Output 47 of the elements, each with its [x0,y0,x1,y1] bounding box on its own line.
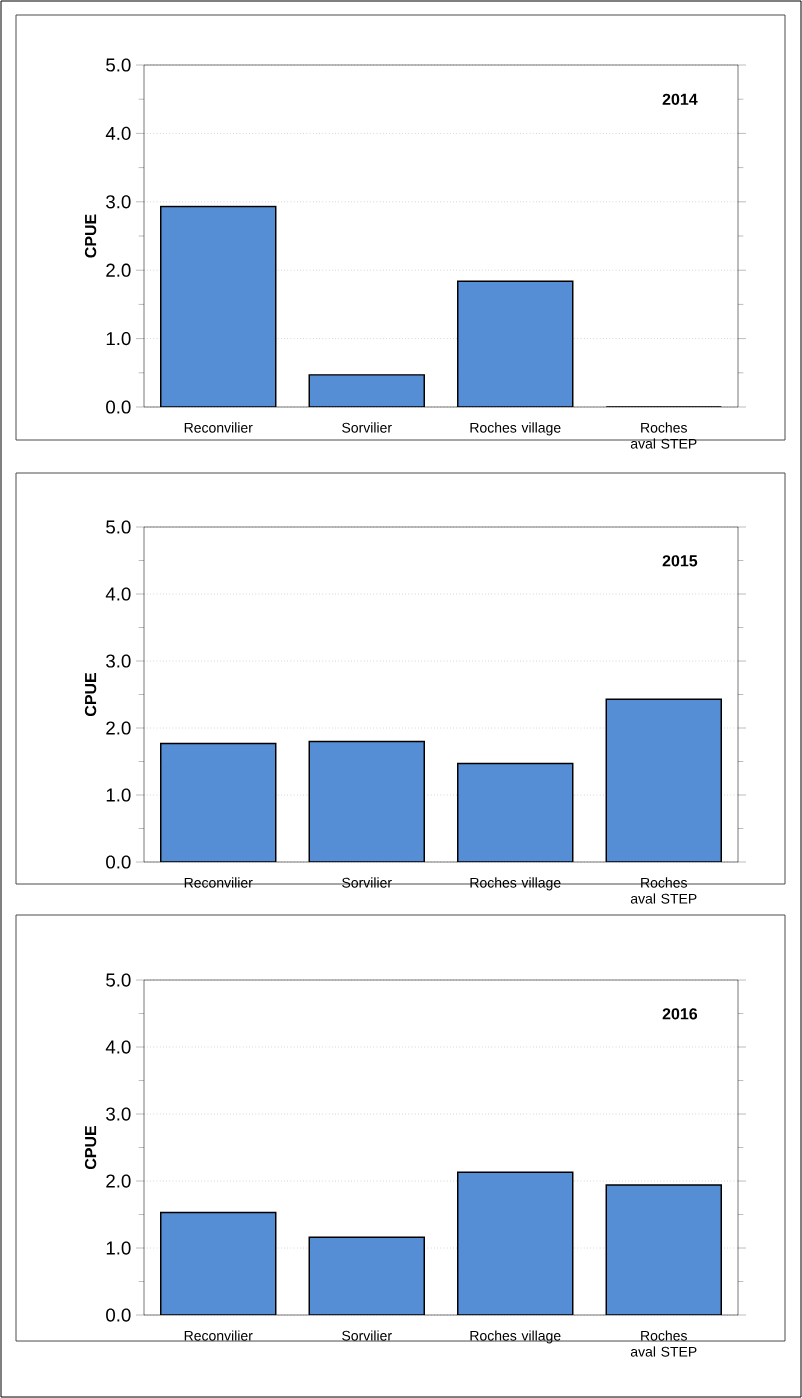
y-tick-label: 0.0 [106,1308,131,1322]
bar [309,1237,425,1316]
bar [160,206,276,408]
y-tick-label: 4.0 [105,126,131,141]
y-tick-label: 5.0 [106,58,131,72]
y-tick-label: 3.0 [106,654,131,668]
y-tick-label: 1.0 [106,1241,131,1255]
y-tick-label: 4.0 [105,1040,131,1054]
y-tick-label: 1.0 [106,788,131,802]
bar [309,741,425,863]
x-tick-label: Reconvilier [184,877,253,888]
x-tick-label: Roches aval STEP [630,422,697,449]
annotation: 2016 [662,1008,698,1020]
x-tick-label: Roches aval STEP [630,1330,697,1357]
y-tick-label: 5.0 [106,973,131,987]
y-tick-label: 1.0 [106,331,131,346]
y-tick-label: 4.0 [105,587,131,601]
x-tick-label: Sorvilier [342,1330,392,1341]
x-tick-label: Sorvilier [342,422,392,433]
bar [457,1172,573,1316]
y-tick-label: 3.0 [106,1107,131,1121]
x-tick-label: Roches aval STEP [630,877,697,904]
y-tick-label: 2.0 [106,1174,131,1188]
y-tick-label: 5.0 [106,520,131,534]
bar [160,743,276,863]
bar [309,374,425,408]
y-tick-label: 0.0 [106,400,131,414]
x-tick-label: Roches village [470,422,561,436]
bar [457,281,573,408]
x-tick-label: Sorvilier [342,877,392,888]
annotation: 2014 [662,93,698,105]
x-tick-label: Roches village [470,877,561,891]
bar [605,698,722,863]
y-tick-label: 0.0 [106,855,131,869]
x-tick-label: Roches village [470,1330,561,1344]
bar [605,1184,722,1316]
bar [457,763,573,863]
bar [160,1212,276,1316]
x-tick-label: Reconvilier [184,1330,253,1341]
annotation: 2015 [662,555,698,567]
y-axis-title: CPUE [84,1125,97,1170]
x-tick-label: Reconvilier [184,422,253,433]
y-tick-label: 3.0 [106,195,131,209]
y-tick-label: 2.0 [106,263,131,277]
y-tick-label: 2.0 [106,721,131,735]
y-axis-title: CPUE [84,672,97,717]
y-axis-title: CPUE [84,214,97,258]
